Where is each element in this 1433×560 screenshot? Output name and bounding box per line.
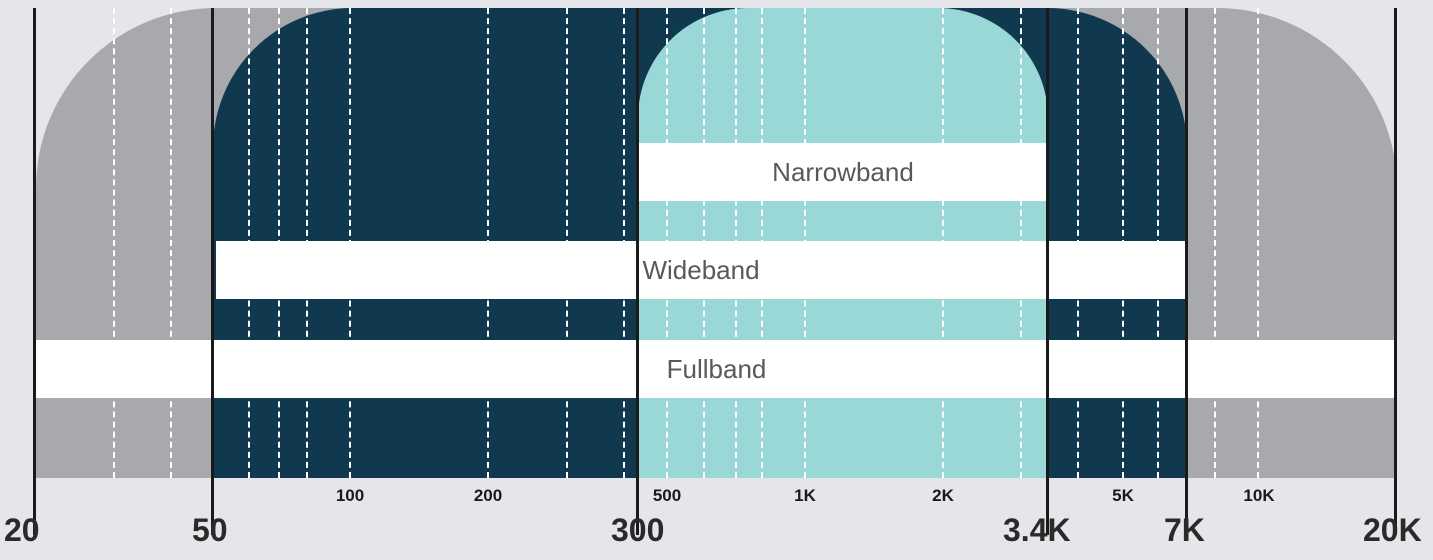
gridline — [1257, 8, 1259, 478]
boundary-50 — [211, 8, 214, 535]
boundary-20k — [1394, 8, 1397, 535]
boundary-3-4k — [1046, 8, 1049, 535]
narrowband-label: Narrowband — [638, 143, 1048, 201]
major-tick-label: 7K — [1164, 512, 1205, 548]
gridline — [113, 8, 115, 478]
major-tick-label: 300 — [611, 512, 665, 548]
major-tick-label: 50 — [192, 512, 228, 548]
boundary-300 — [636, 8, 639, 535]
minor-tick-label: 5K — [1112, 486, 1134, 505]
wideband-label-text: Wideband — [642, 254, 760, 285]
minor-tick-label: 2K — [932, 486, 954, 505]
major-tick-label: 20K — [1363, 512, 1422, 548]
fullband-label: Fullband — [36, 340, 1397, 398]
minor-tick-label: 500 — [652, 486, 682, 505]
boundary-20 — [33, 8, 36, 535]
minor-tick-label: 200 — [473, 486, 503, 505]
gridline — [170, 8, 172, 478]
wideband-label: Wideband — [216, 241, 1186, 299]
boundary-7k — [1185, 8, 1188, 535]
major-tick-label: 3.4K — [1003, 512, 1071, 548]
minor-tick-label: 100 — [335, 486, 365, 505]
gridline — [1214, 8, 1216, 478]
narrowband-label-text: Narrowband — [772, 156, 914, 187]
fullband-label-text: Fullband — [666, 353, 767, 384]
minor-tick-label: 1K — [794, 486, 816, 505]
major-tick-label: 20 — [4, 512, 40, 548]
minor-tick-label: 10K — [1243, 486, 1275, 505]
